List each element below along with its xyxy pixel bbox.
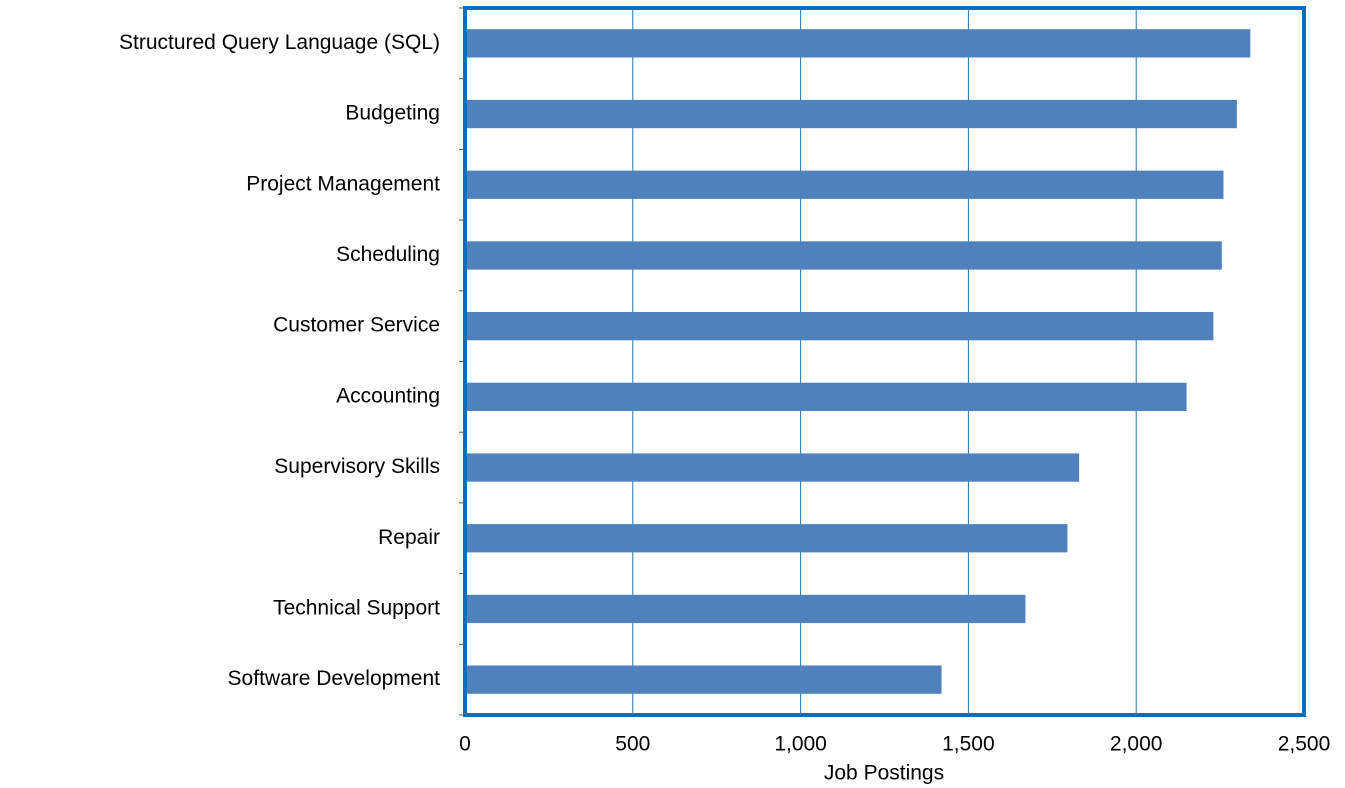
x-tick-label: 500	[615, 733, 650, 756]
y-tick-label: Accounting	[336, 384, 440, 407]
bar	[465, 382, 1187, 411]
plot-frame	[463, 6, 1306, 717]
bar	[465, 29, 1251, 58]
bar	[465, 594, 1026, 624]
x-tick-label: 1,000	[774, 733, 827, 756]
bar	[465, 170, 1224, 199]
y-tick-label: Repair	[378, 526, 440, 549]
x-tick-label: 2,000	[1110, 733, 1163, 756]
bar	[465, 453, 1080, 482]
x-tick-label: 0	[459, 733, 471, 756]
y-tick-label: Scheduling	[336, 243, 440, 266]
y-tick-label: Supervisory Skills	[274, 455, 440, 478]
y-tick-label: Customer Service	[273, 314, 440, 337]
x-tick-label: 2,500	[1278, 733, 1331, 756]
bar	[465, 99, 1237, 129]
y-tick-label: Structured Query Language (SQL)	[119, 31, 440, 54]
x-tick-label: 1,500	[942, 733, 995, 756]
y-tick-label: Software Development	[228, 667, 441, 690]
bar	[465, 241, 1222, 270]
bar	[465, 524, 1068, 553]
y-tick-label: Budgeting	[345, 102, 440, 125]
y-tick-label: Technical Support	[273, 596, 440, 619]
x-axis-label: Job Postings	[824, 762, 944, 785]
y-tick-label: Project Management	[246, 172, 440, 195]
bar	[465, 665, 942, 694]
bar	[465, 312, 1214, 341]
